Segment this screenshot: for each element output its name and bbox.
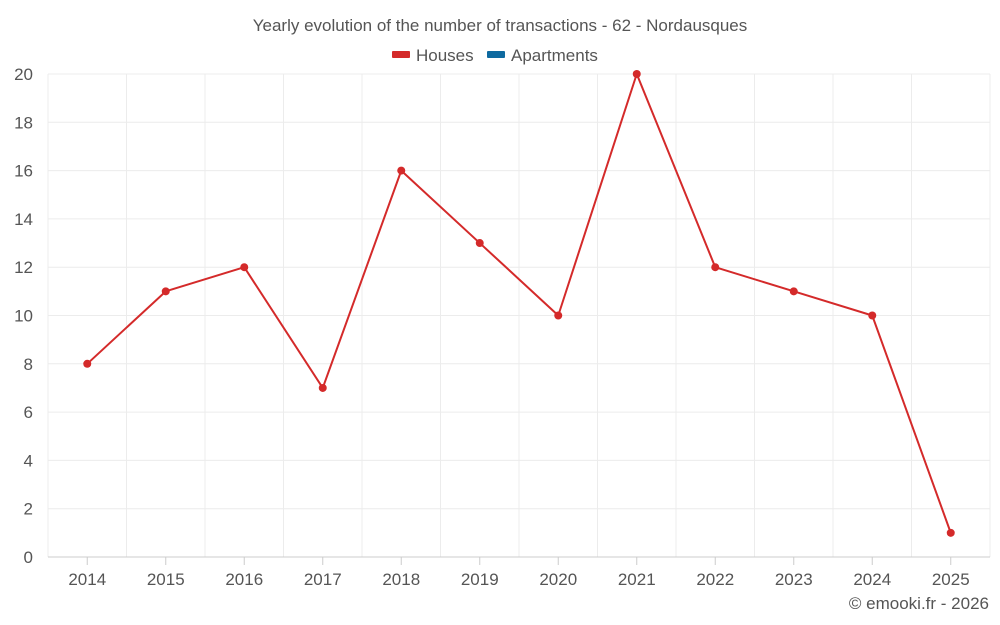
credit-text: © emooki.fr - 2026 [849,594,989,613]
series [83,70,955,537]
legend: Houses Apartments [392,46,598,65]
data-point-houses[interactable] [789,287,798,296]
x-tick-label: 2018 [382,570,420,589]
series-line-houses [86,73,952,534]
y-tick-label: 0 [24,548,33,567]
legend-swatch-apartments [487,51,505,58]
data-point-houses[interactable] [946,528,955,537]
legend-label-houses: Houses [416,46,474,65]
x-tick-label: 2020 [539,570,577,589]
x-tick-label: 2015 [147,570,185,589]
y-tick-label: 14 [14,210,33,229]
data-point-houses[interactable] [711,263,720,272]
data-point-houses[interactable] [868,311,877,320]
data-point-houses[interactable] [632,70,641,78]
chart-title: Yearly evolution of the number of transa… [253,16,748,35]
legend-label-apartments: Apartments [511,46,598,65]
y-tick-label: 6 [24,403,33,422]
x-tick-label: 2024 [853,570,891,589]
data-point-houses[interactable] [397,166,406,175]
data-point-houses[interactable] [161,287,170,296]
x-tick-label: 2016 [225,570,263,589]
y-tick-label: 16 [14,162,33,181]
data-point-houses[interactable] [318,383,327,392]
data-point-houses[interactable] [240,263,249,272]
x-tick-label: 2021 [618,570,656,589]
data-point-houses[interactable] [554,311,563,320]
grid [47,73,991,557]
legend-item-houses[interactable]: Houses [392,46,474,65]
x-tick-label: 2017 [304,570,342,589]
y-tick-label: 12 [14,258,33,277]
y-tick-label: 4 [24,451,33,470]
x-tick-label: 2025 [932,570,970,589]
y-tick-label: 10 [14,307,33,326]
legend-swatch-houses [392,51,410,58]
data-point-houses[interactable] [475,239,484,248]
legend-item-apartments[interactable]: Apartments [487,46,598,65]
x-tick-label: 2019 [461,570,499,589]
x-tick-label: 2022 [696,570,734,589]
axes: 0 2 4 6 8 10 12 14 16 18 20 2014 2015 2016 2017 2018 201… [14,65,990,589]
y-tick-label: 8 [24,355,33,374]
data-point-houses[interactable] [83,359,92,368]
y-tick-label: 2 [24,500,33,519]
y-tick-label: 18 [14,113,33,132]
y-tick-label: 20 [14,65,33,84]
x-tick-label: 2023 [775,570,813,589]
x-tick-label: 2014 [68,570,106,589]
